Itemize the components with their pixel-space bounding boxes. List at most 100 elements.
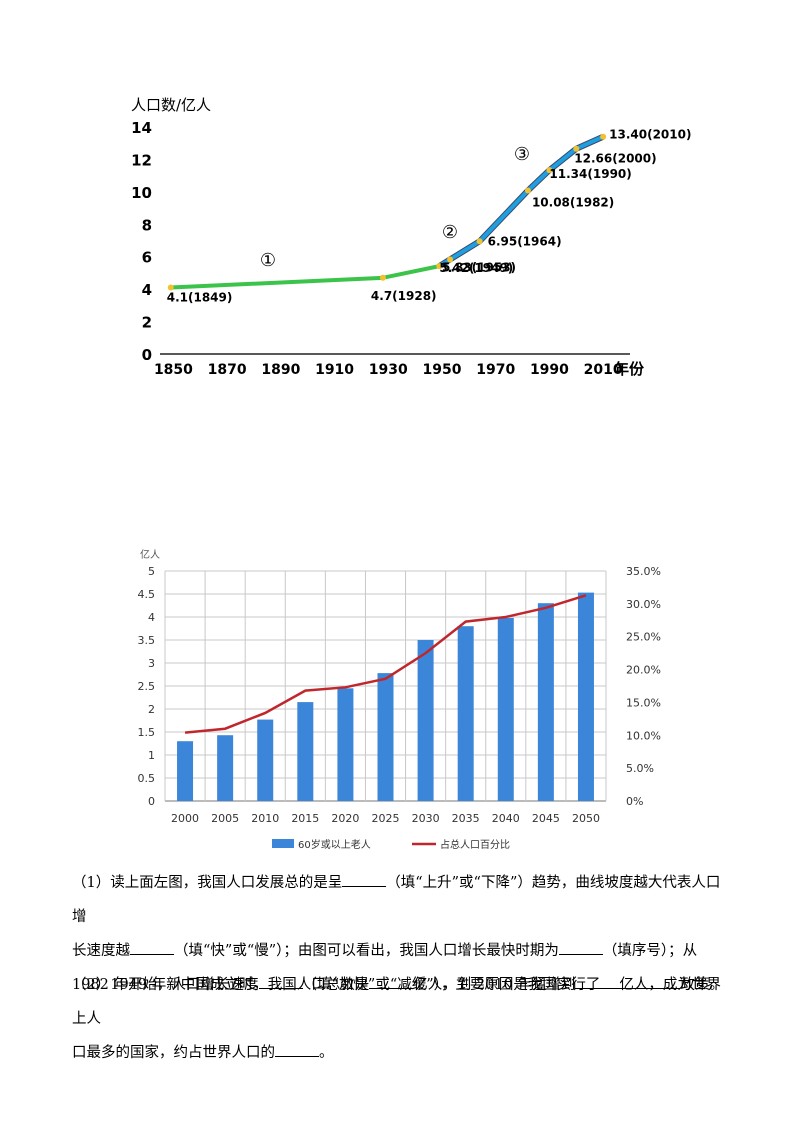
q1-blank-5[interactable]: [600, 974, 681, 989]
chart1-data-label: 10.08(1982): [532, 196, 614, 210]
chart1-markers: [167, 133, 607, 291]
chart2-left-tick: 1.5: [138, 726, 156, 739]
chart1-x-tick: 1850: [154, 362, 193, 378]
chart2-x-tick: 2015: [291, 812, 319, 825]
q2-text-c: 亿人，成为世界上人: [72, 977, 721, 1027]
q1-text-g: （填“加快”或“减缓”），主要原因是我国实行了: [302, 977, 601, 993]
chart1-point: [476, 238, 483, 245]
chart2-left-tick: 3.5: [138, 634, 156, 647]
chart2-bar: [537, 603, 554, 801]
chart1-point: [546, 167, 553, 174]
chart1-x-tick: 1990: [530, 362, 569, 378]
chart1-x-tick: 2010: [584, 362, 623, 378]
chart2-x-tick: 2040: [492, 812, 520, 825]
chart2-bar: [417, 640, 434, 801]
legend-label-line: 占总人口百分比: [440, 838, 510, 851]
q1-blank-1[interactable]: [342, 872, 387, 887]
chart1-x-tick: 1970: [476, 362, 515, 378]
chart1-data-label: 13.40(2010): [609, 128, 691, 142]
chart1-x-tick: 1930: [369, 362, 408, 378]
chart2-right-tick: 25.0%: [626, 631, 661, 644]
chart2-left-tick: 3: [148, 657, 155, 670]
chart1-point: [436, 263, 443, 270]
chart1-data-label: 6.95(1964): [488, 234, 562, 248]
chart1-x-axis-title: 年份: [614, 360, 645, 378]
chart1-data-label: 5.42(1949): [439, 261, 513, 275]
chart1-x-tick: 1950: [423, 362, 462, 378]
legend-swatch-bar: [272, 839, 294, 848]
q1-text-f: 1982 年开始，人口增长速度: [72, 977, 259, 993]
chart1-data-labels: 4.1(1849) 4.7(1928)5.42(1949)5.83(1953) 6.…: [167, 128, 692, 305]
chart1-x-tick: 1890: [261, 362, 300, 378]
chart2-bar: [297, 702, 314, 801]
chart1-x-tick: 1910: [315, 362, 354, 378]
population-line-chart: 人口数/亿人 年份 0 2 4 6 8 10 12 14 1850 1870 1890 1910 19…: [131, 96, 692, 378]
chart2-x-tick: 2020: [331, 812, 359, 825]
chart2-bar: [497, 617, 514, 801]
q2-text-d: 口最多的国家，约占世界人口的: [72, 1045, 275, 1061]
chart2-right-tick: 0%: [626, 795, 643, 808]
q1-text-e: （填序号）；从: [602, 943, 698, 959]
legend-label-bar: 60岁或以上老人: [298, 838, 371, 851]
chart2-right-tick: 20.0%: [626, 664, 661, 677]
chart2-right-tick: 15.0%: [626, 696, 661, 709]
chart2-bars: [177, 592, 594, 801]
chart1-y-tick: 2: [142, 314, 152, 332]
elderly-population-chart: 亿人 0 0.5 1 1.5 2 2.5 3 3.5 4 4.5 5 0% 5.0% 10.0% 15.0…: [138, 548, 661, 851]
chart2-bar: [257, 719, 274, 801]
chart2-right-tick: 10.0%: [626, 729, 661, 742]
chart1-data-label: 11.34(1990): [549, 167, 631, 181]
chart2-left-tick: 0: [148, 795, 155, 808]
q1-text-d: （填“快”或“慢”）；由图可以看出，我国人口增长最快时期为: [174, 943, 559, 959]
q2-blank-2[interactable]: [575, 974, 620, 989]
chart2-right-tick: 35.0%: [626, 565, 661, 578]
chart2-bar: [577, 592, 594, 801]
chart2-bar: [377, 673, 394, 801]
q1-text-b: （填“上升”或“下降”）趋势，曲线坡度越大代表人口增: [72, 875, 721, 925]
chart2-y-left-title: 亿人: [140, 548, 160, 561]
chart1-y-ticks: 0 2 4 6 8 10 12 14: [131, 119, 152, 364]
q2-blank-3[interactable]: [275, 1042, 319, 1057]
q1-blank-3[interactable]: [558, 940, 603, 955]
chart1-x-ticks: 1850 1870 1890 1910 1930 1950 1970 1990 2010: [154, 362, 623, 378]
q1-text-a: （1）读上面左图，我国人口发展总的是呈: [72, 875, 343, 891]
chart1-point: [524, 187, 531, 194]
chart1-y-tick: 8: [142, 216, 152, 234]
chart2-x-tick: 2025: [372, 812, 400, 825]
chart2-left-tick: 2: [148, 703, 155, 716]
chart1-data-label: 12.66(2000): [574, 152, 656, 166]
segment-label-1: ①: [260, 250, 276, 271]
chart2-left-tick: 5: [148, 565, 155, 578]
chart2-left-ticks: 0 0.5 1 1.5 2 2.5 3 3.5 4 4.5 5: [138, 565, 156, 808]
q1-blank-4[interactable]: [258, 974, 303, 989]
chart1-y-tick: 6: [142, 249, 152, 267]
chart1-y-axis-title: 人口数/亿人: [131, 96, 211, 114]
chart2-x-tick: 2035: [452, 812, 480, 825]
q1-blank-2[interactable]: [130, 940, 174, 955]
chart2-line: [184, 594, 587, 734]
chart1-point: [167, 284, 174, 291]
chart2-bar: [177, 741, 194, 801]
question-2: （2）1949 年新中国成立时，我国人口总数是 亿人，到 2010 年猛增到 亿人，…: [72, 968, 732, 1070]
chart1-data-label: 5.83(1953): [442, 260, 516, 274]
segment-label-3: ③: [514, 144, 530, 165]
q2-blank-1[interactable]: [369, 974, 414, 989]
chart2-bar: [337, 688, 354, 801]
chart2-x-ticks: 2000 2005 2010 2015 2020 2025 2030 2035 2040 2045…: [171, 812, 600, 825]
chart1-x-tick: 1870: [208, 362, 247, 378]
chart2-right-ticks: 0% 5.0% 10.0% 15.0% 20.0% 25.0% 30.0% 35.0%: [626, 565, 661, 808]
chart2-x-tick: 2050: [572, 812, 600, 825]
chart2-x-tick: 2030: [412, 812, 440, 825]
chart2-bar: [217, 735, 234, 801]
segment-label-2: ②: [442, 222, 458, 243]
q1-text-c: 长速度越: [72, 943, 130, 959]
chart1-point: [600, 133, 607, 140]
q2-text-e: 。: [319, 1045, 334, 1061]
chart1-point: [573, 145, 580, 152]
chart1-data-label: 4.7(1928): [371, 289, 437, 303]
chart2-right-tick: 30.0%: [626, 598, 661, 611]
chart2-x-tick: 2010: [251, 812, 279, 825]
chart2-bar: [457, 626, 474, 801]
chart1-y-tick: 0: [142, 346, 152, 364]
question-1: （1）读上面左图，我国人口发展总的是呈 （填“上升”或“下降”）趋势，曲线坡度越大…: [72, 866, 732, 1002]
